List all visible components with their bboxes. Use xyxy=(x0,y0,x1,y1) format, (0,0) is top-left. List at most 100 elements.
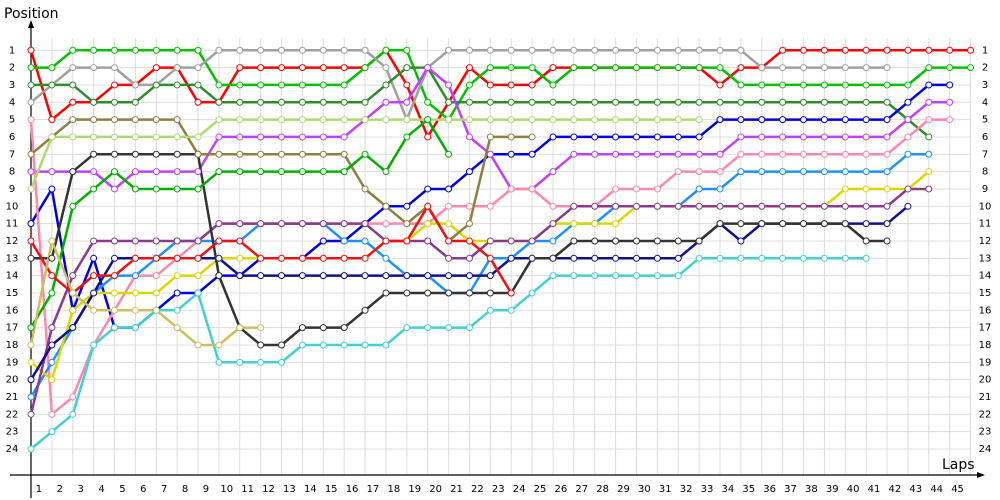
x-tick-label: 35 xyxy=(742,484,755,495)
lap-marker xyxy=(48,358,56,366)
x-tick-label: 33 xyxy=(701,484,714,495)
lap-marker xyxy=(653,237,661,245)
lap-marker xyxy=(27,237,35,245)
lap-marker xyxy=(904,150,912,158)
lap-marker xyxy=(194,341,202,349)
markers xyxy=(27,46,975,453)
lap-marker xyxy=(111,46,119,54)
lap-marker xyxy=(278,116,286,124)
lap-marker xyxy=(862,202,870,210)
lap-marker xyxy=(27,46,35,54)
lap-marker xyxy=(862,185,870,193)
lap-marker xyxy=(215,116,223,124)
y-tick-label-right: 1 xyxy=(982,45,988,56)
lap-marker xyxy=(612,64,620,72)
x-tick-label: 36 xyxy=(763,484,776,495)
lap-marker xyxy=(152,289,160,297)
lap-marker xyxy=(236,98,244,106)
lap-marker xyxy=(298,324,306,332)
lap-marker xyxy=(257,220,265,228)
lap-marker xyxy=(48,254,56,262)
lap-marker xyxy=(257,98,265,106)
x-tick-label: 12 xyxy=(262,484,275,495)
y-tick-label: 16 xyxy=(6,305,19,316)
lap-marker xyxy=(800,202,808,210)
lap-marker xyxy=(27,254,35,262)
lap-marker xyxy=(737,237,745,245)
lap-marker xyxy=(486,272,494,280)
lap-marker xyxy=(925,116,933,124)
lap-marker xyxy=(445,324,453,332)
lap-marker xyxy=(131,116,139,124)
lap-marker xyxy=(424,220,432,228)
lap-marker xyxy=(841,254,849,262)
lap-marker xyxy=(319,133,327,141)
lap-marker xyxy=(465,133,473,141)
lap-marker xyxy=(298,220,306,228)
lap-marker xyxy=(298,81,306,89)
lap-marker xyxy=(111,81,119,89)
lap-marker xyxy=(382,46,390,54)
x-tick-label: 2 xyxy=(57,484,63,495)
lap-marker xyxy=(111,254,119,262)
lap-marker xyxy=(278,272,286,280)
lap-marker xyxy=(298,341,306,349)
lap-marker xyxy=(257,46,265,54)
lap-marker xyxy=(48,410,56,418)
lap-marker xyxy=(486,98,494,106)
lap-marker xyxy=(90,237,98,245)
x-tick-label: 29 xyxy=(617,484,630,495)
lap-marker xyxy=(841,202,849,210)
lap-marker xyxy=(820,46,828,54)
lap-marker xyxy=(152,133,160,141)
y-tick-label: 9 xyxy=(9,184,15,195)
lap-marker xyxy=(278,64,286,72)
lap-marker xyxy=(528,254,536,262)
lap-marker xyxy=(528,81,536,89)
lap-marker xyxy=(528,150,536,158)
x-tick-label: 44 xyxy=(930,484,943,495)
lap-marker xyxy=(361,98,369,106)
lap-marker xyxy=(549,64,557,72)
y-tick-label: 2 xyxy=(9,63,15,74)
x-tick-label: 22 xyxy=(471,484,484,495)
lap-marker xyxy=(236,358,244,366)
lap-marker xyxy=(215,272,223,280)
lap-marker xyxy=(653,202,661,210)
lap-marker xyxy=(236,220,244,228)
lap-marker xyxy=(737,202,745,210)
lap-marker xyxy=(111,306,119,314)
lap-marker xyxy=(382,64,390,72)
lap-marker xyxy=(152,185,160,193)
lap-marker xyxy=(298,254,306,262)
y-tick-label: 13 xyxy=(6,253,19,264)
lap-marker xyxy=(340,98,348,106)
x-tick-label: 20 xyxy=(429,484,442,495)
lap-marker xyxy=(758,150,766,158)
lap-marker xyxy=(841,150,849,158)
lap-marker xyxy=(820,220,828,228)
lap-marker xyxy=(486,237,494,245)
x-tick-label: 16 xyxy=(346,484,359,495)
lap-marker xyxy=(674,46,682,54)
lap-marker xyxy=(632,116,640,124)
lap-marker xyxy=(486,64,494,72)
lap-marker xyxy=(298,46,306,54)
lap-marker xyxy=(507,46,515,54)
lap-marker xyxy=(758,202,766,210)
lap-marker xyxy=(737,168,745,176)
lap-marker xyxy=(382,81,390,89)
lap-marker xyxy=(90,306,98,314)
lap-marker xyxy=(674,150,682,158)
lap-marker xyxy=(152,64,160,72)
lap-marker xyxy=(215,150,223,158)
lap-marker xyxy=(445,202,453,210)
lap-marker xyxy=(612,272,620,280)
lap-marker xyxy=(632,133,640,141)
lap-marker xyxy=(862,64,870,72)
lap-marker xyxy=(925,150,933,158)
lap-marker xyxy=(632,202,640,210)
lap-marker xyxy=(820,64,828,72)
lap-marker xyxy=(424,324,432,332)
lap-marker xyxy=(152,306,160,314)
